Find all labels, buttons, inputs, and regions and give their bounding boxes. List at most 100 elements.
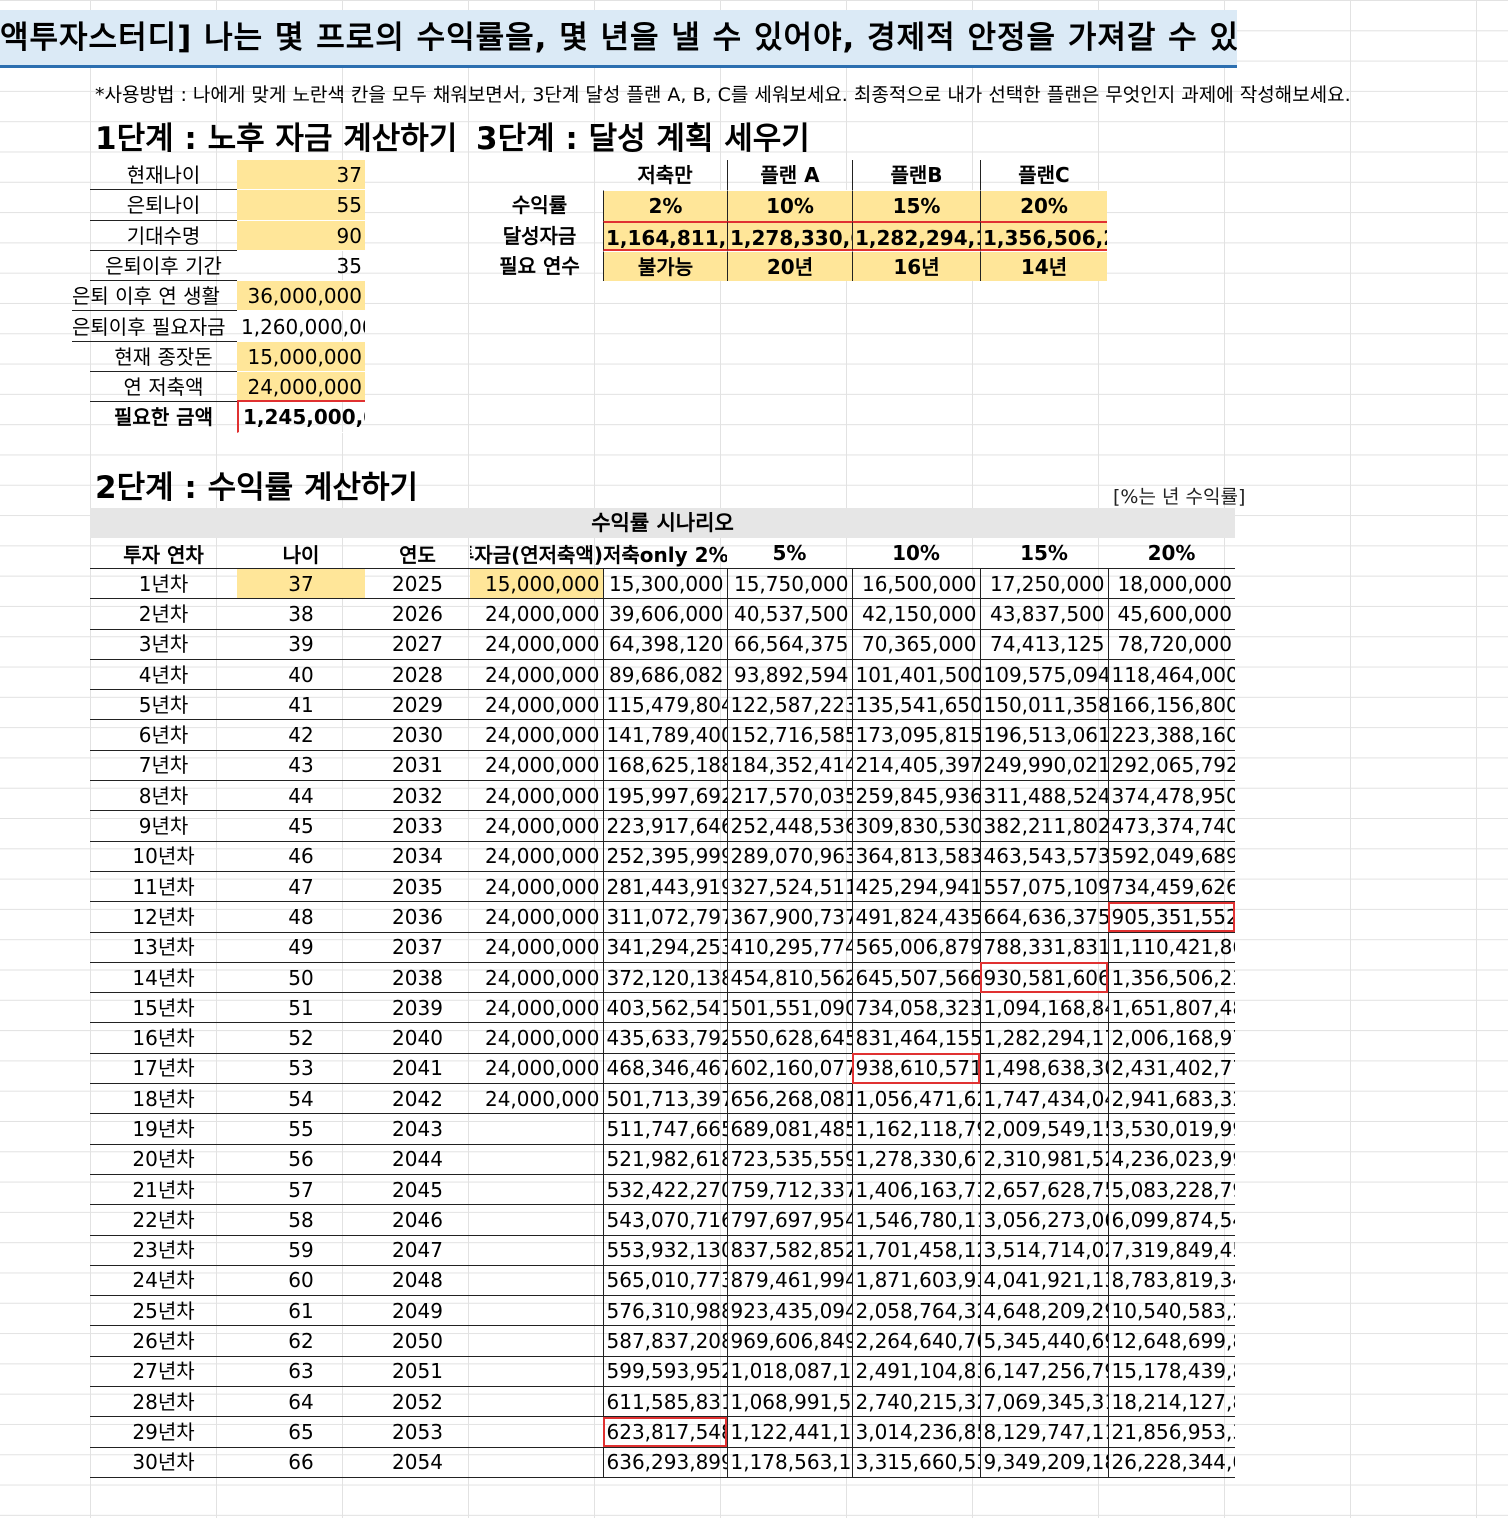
- table-cell: 491,824,435: [852, 901, 981, 933]
- table-cell: 3,315,660,53: [852, 1447, 981, 1478]
- table-cell: 2,941,683,32: [1108, 1083, 1235, 1115]
- table-cell: 4,236,023,99: [1108, 1144, 1235, 1175]
- step1-label-7: 연 저축액: [90, 372, 237, 403]
- plan-rates-1[interactable]: 10%: [727, 190, 852, 221]
- table-cell: 532,422,270: [603, 1174, 728, 1206]
- step1-value-6[interactable]: 15,000,000: [237, 341, 365, 373]
- table-row: 30년차 66 2054 636,293,899 1,178,563,18 3,315,6…: [90, 1447, 1235, 1478]
- table-cell: 41: [237, 689, 365, 721]
- instruction-note: *사용방법 : 나에게 맞게 노란색 칸을 모두 채워보면서, 3단계 달성 플…: [95, 84, 1351, 106]
- plan-header-3: 플랜C: [980, 160, 1107, 191]
- table-cell: 62: [237, 1325, 365, 1357]
- table-cell: 592,049,689: [1108, 841, 1235, 872]
- plan-years-1: 20년: [727, 250, 852, 282]
- table-cell: 3년차: [90, 629, 237, 660]
- plan-row-label-2: 필요 연수: [499, 253, 580, 278]
- table-cell: 50: [237, 962, 365, 994]
- table-cell: 2027: [365, 629, 470, 660]
- table-cell: 2048: [365, 1265, 470, 1297]
- table-cell: 51: [237, 992, 365, 1024]
- table-cell: 24,000,000: [470, 810, 604, 842]
- table-cell: 18,214,127,8: [1108, 1386, 1235, 1418]
- table-cell: 12,648,699,8: [1108, 1325, 1235, 1357]
- table-cell: 2034: [365, 841, 470, 872]
- table-row: 19년차 55 2043 511,747,665 689,081,485 1,162,11…: [90, 1113, 1235, 1145]
- table-cell: 2035: [365, 871, 470, 903]
- table-cell: 24,000,000: [470, 962, 604, 994]
- table-cell: 602,160,077: [727, 1053, 853, 1085]
- table-cell: 938,610,571: [852, 1053, 981, 1085]
- table-row: 21년차 57 2045 532,422,270 759,712,337 1,406,16…: [90, 1174, 1235, 1206]
- step1-value-0[interactable]: 37: [237, 160, 365, 191]
- step1-value-7[interactable]: 24,000,000: [237, 372, 365, 403]
- table-cell: 788,331,831: [980, 932, 1109, 963]
- table-cell: [470, 1113, 604, 1145]
- table-cell: 831,464,155: [852, 1022, 981, 1054]
- table-cell: 1,747,434,04: [980, 1083, 1109, 1115]
- table-cell: 39,606,000: [603, 598, 728, 630]
- table-cell: 42: [237, 719, 365, 751]
- table-cell: 24,000,000: [470, 1022, 604, 1054]
- table-cell: [470, 1295, 604, 1327]
- table-cell: 24,000,000: [470, 1083, 604, 1115]
- table-cell: 6,147,256,79: [980, 1356, 1109, 1388]
- table-cell: [470, 1144, 604, 1175]
- table-cell: 2038: [365, 962, 470, 994]
- table-cell: 18년차: [90, 1083, 237, 1115]
- sheet-title: 액투자스터디] 나는 몇 프로의 수익률을, 몇 년을 낼 수 있어야, 경제적…: [0, 10, 1237, 68]
- table-cell: 26,228,344,0: [1108, 1447, 1235, 1478]
- table-cell: 2050: [365, 1325, 470, 1357]
- table-cell: 26년차: [90, 1325, 237, 1357]
- table-cell: 21,856,953,3: [1108, 1416, 1235, 1448]
- plan-rates-3[interactable]: 20%: [980, 190, 1107, 221]
- table-cell: 12년차: [90, 901, 237, 933]
- table-cell: 109,575,094: [980, 659, 1109, 691]
- table-cell: 66: [237, 1447, 365, 1478]
- table-cell: 1,056,471,62: [852, 1083, 981, 1115]
- plan-rates-2[interactable]: 15%: [852, 190, 980, 221]
- table-row: 12년차 48 2036 24,000,000 311,072,797 367,900,7…: [90, 901, 1235, 933]
- table-row: 11년차 47 2035 24,000,000 281,443,919 327,524,5…: [90, 871, 1235, 903]
- table-cell: 24,000,000: [470, 629, 604, 660]
- table-cell: [470, 1265, 604, 1297]
- table-cell: 468,346,467: [603, 1053, 728, 1085]
- table-cell: 53: [237, 1053, 365, 1085]
- table-cell: 45,600,000: [1108, 598, 1235, 630]
- table-cell: 17,250,000: [980, 568, 1109, 600]
- table-cell: 1,356,506,23: [1108, 962, 1235, 994]
- table-cell: 2,310,981,52: [980, 1144, 1109, 1175]
- table-cell: 259,845,936: [852, 780, 981, 812]
- table-cell: 930,581,606: [980, 962, 1109, 994]
- table-cell: 2033: [365, 810, 470, 842]
- step1-value-5: 1,260,000,000: [237, 312, 365, 342]
- step1-value-2[interactable]: 90: [237, 220, 365, 251]
- plan-amounts-1: 1,278,330,6: [727, 220, 852, 251]
- scenario-header-2: 연도: [365, 538, 470, 569]
- table-cell: 2051: [365, 1356, 470, 1388]
- table-cell: 59: [237, 1235, 365, 1266]
- table-cell: 2년차: [90, 598, 237, 630]
- scenario-header-3: 투자금(연저축액): [470, 538, 603, 569]
- table-cell: 689,081,485: [727, 1113, 853, 1145]
- table-cell: 20년차: [90, 1144, 237, 1175]
- step1-value-1[interactable]: 55: [237, 190, 365, 221]
- table-cell: 1,282,294,17: [980, 1022, 1109, 1054]
- table-cell: 969,606,849: [727, 1325, 853, 1357]
- table-row: 1년차 37 2025 15,000,000 15,300,000 15,750,000 1…: [90, 568, 1235, 600]
- table-cell: [470, 1416, 604, 1448]
- table-cell: 2025: [365, 568, 470, 600]
- table-cell: 2052: [365, 1386, 470, 1418]
- scenario-header-1: 나이: [237, 538, 365, 569]
- table-row: 13년차 49 2037 24,000,000 341,294,253 410,295,7…: [90, 932, 1235, 963]
- table-cell: 3,514,714,02: [980, 1235, 1109, 1266]
- plan-rates-0[interactable]: 2%: [603, 190, 727, 221]
- step1-value-4[interactable]: 36,000,000: [237, 281, 365, 312]
- table-row: 27년차 63 2051 599,593,952 1,018,087,19 2,491,1…: [90, 1356, 1235, 1388]
- step1-label-8: 필요한 금액: [114, 405, 213, 430]
- table-cell: 2,058,764,32: [852, 1295, 981, 1327]
- table-cell: 2031: [365, 750, 470, 782]
- table-cell: 173,095,815: [852, 719, 981, 751]
- table-cell: 52: [237, 1022, 365, 1054]
- table-cell: 5,083,228,79: [1108, 1174, 1235, 1206]
- table-cell: 16,500,000: [852, 568, 981, 600]
